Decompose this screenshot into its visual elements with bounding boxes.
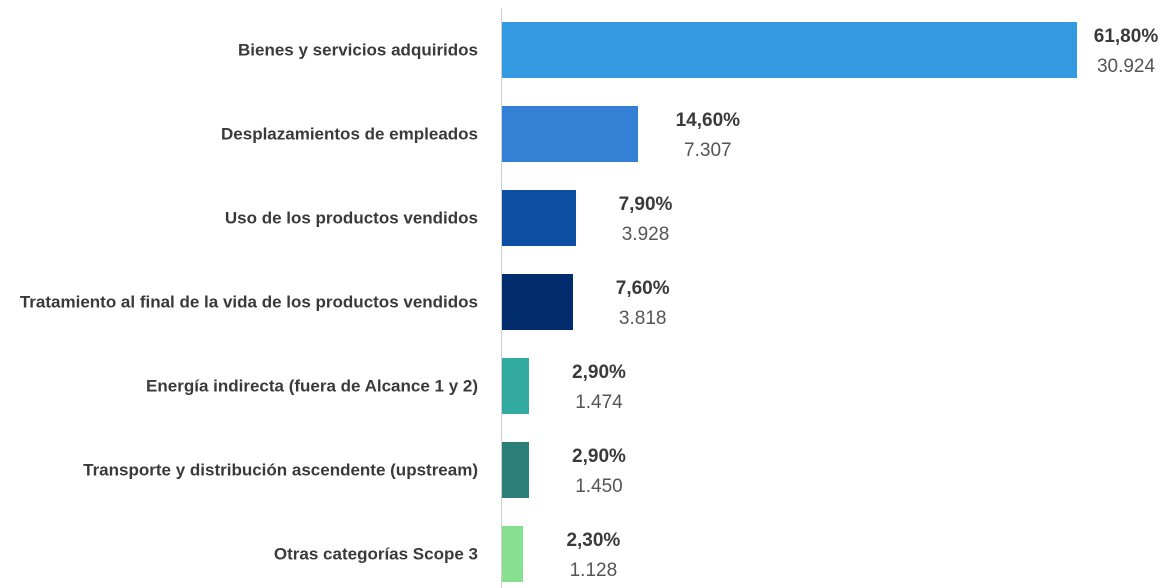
category-label: Transporte y distribución ascendente (up… [83, 460, 478, 480]
category-label: Bienes y servicios adquiridos [238, 40, 478, 60]
bar [502, 190, 576, 246]
value-label: 2,90% [572, 446, 626, 467]
axis-line [501, 8, 502, 588]
secondary-value-label: 1.474 [575, 392, 623, 413]
secondary-value-label: 1.128 [569, 560, 618, 581]
bar [502, 442, 529, 498]
value-label: 61,80% [1093, 26, 1159, 47]
bar [502, 274, 573, 330]
secondary-value-label: 3.928 [621, 224, 670, 245]
secondary-value-label: 7.307 [684, 140, 732, 161]
secondary-value-label: 30.924 [1096, 56, 1156, 77]
bar [502, 22, 1077, 78]
bar [502, 526, 524, 582]
value-label: 7,60% [615, 278, 670, 299]
category-label: Uso de los productos vendidos [224, 208, 478, 228]
value-label: 2,90% [572, 362, 626, 383]
secondary-value-label: 3.818 [618, 308, 667, 329]
value-label: 2,30% [566, 530, 621, 551]
category-label: Tratamiento al final de la vida de los p… [19, 292, 478, 312]
bar [502, 106, 638, 162]
secondary-value-label: 1.450 [575, 476, 623, 497]
category-label: Otras categorías Scope 3 [273, 544, 478, 564]
bar [502, 358, 529, 414]
category-label: Desplazamientos de empleados [221, 124, 478, 144]
category-label: Energía indirecta (fuera de Alcance 1 y … [146, 376, 478, 396]
value-label: 14,60% [675, 110, 741, 131]
value-label: 7,90% [618, 194, 673, 215]
